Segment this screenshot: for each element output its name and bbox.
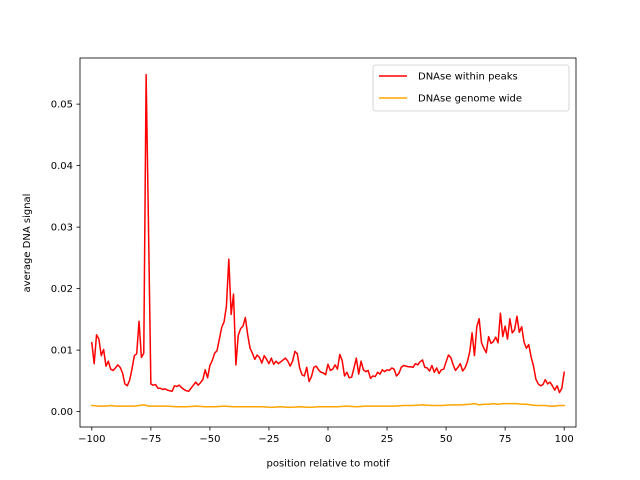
series-line-1 xyxy=(90,73,566,394)
y-tick-label: 0.01 xyxy=(51,346,73,357)
x-tick-label: 100 xyxy=(555,434,574,445)
x-axis-label: position relative to motif xyxy=(267,459,390,470)
x-tick-label: 75 xyxy=(499,434,512,445)
legend-box xyxy=(372,64,570,112)
x-axis-ticks: −100 −75 −50 −25 0 25 50 75 100 xyxy=(78,427,574,445)
y-tick-label: 0.05 xyxy=(51,100,73,111)
y-tick-label: 0.03 xyxy=(51,223,73,234)
y-axis-ticks: 0.00 0.01 0.02 0.03 0.04 0.05 xyxy=(51,100,80,418)
legend-label-1: DNAse within peaks xyxy=(418,72,518,83)
x-tick-label: −50 xyxy=(199,434,220,445)
x-tick-label: −100 xyxy=(78,434,105,445)
x-tick-label: 50 xyxy=(440,434,453,445)
y-tick-label: 0.00 xyxy=(51,407,73,418)
y-tick-label: 0.04 xyxy=(51,161,73,172)
plot-lines xyxy=(90,73,566,409)
x-tick-label: 0 xyxy=(325,434,331,445)
y-tick-label: 0.02 xyxy=(51,284,73,295)
legend-label-2: DNAse genome wide xyxy=(418,94,522,105)
x-tick-label: −75 xyxy=(140,434,161,445)
series-line-2 xyxy=(90,402,565,409)
y-axis-label: average DNA signal xyxy=(22,194,33,293)
legend: DNAse within peaks DNAse genome wide xyxy=(372,64,570,112)
x-tick-label: 25 xyxy=(381,434,394,445)
x-tick-label: −25 xyxy=(258,434,279,445)
